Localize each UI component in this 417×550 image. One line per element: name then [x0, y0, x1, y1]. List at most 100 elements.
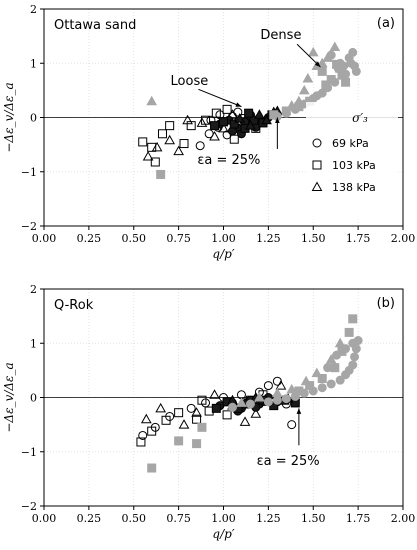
data-point-triangle-hollow — [151, 141, 163, 152]
data-point-square-gray — [348, 314, 358, 324]
annotation-arrowhead — [235, 102, 242, 107]
material-label: Ottawa sand — [54, 18, 136, 33]
y-tick-label: −1 — [21, 446, 37, 459]
data-point-square-hollow — [147, 142, 157, 152]
y-tick-label: 2 — [30, 3, 37, 16]
data-point-square-dark — [244, 108, 254, 118]
data-point-square-gray — [326, 75, 336, 85]
x-tick-label: 0.50 — [122, 512, 147, 525]
data-point-square-hollow — [147, 426, 157, 436]
annotation-bg — [195, 153, 263, 169]
data-point-square-hollow — [138, 137, 148, 147]
data-point-circle-hollow — [272, 376, 282, 386]
panel-tag: (a) — [377, 16, 395, 31]
data-point-square-gray — [330, 363, 340, 373]
data-point-triangle-hollow — [140, 413, 152, 424]
data-point-triangle-gray — [334, 337, 346, 348]
data-point-triangle-dark — [245, 120, 256, 130]
data-point-circle-gray — [227, 402, 237, 412]
data-point-square-hollow — [179, 139, 189, 149]
legend-marker-triangle — [311, 181, 323, 191]
data-point-square-hollow — [150, 157, 160, 167]
x-tick-label: 0.00 — [32, 512, 57, 525]
data-point-circle-gray — [351, 66, 361, 76]
data-point-circle-gray — [317, 383, 327, 393]
annotation-bg — [168, 73, 211, 89]
data-point-triangle-hollow — [164, 134, 176, 145]
data-point-square-hollow — [165, 121, 175, 131]
data-point-square-hollow — [211, 108, 221, 118]
x-tick-label: 0.25 — [77, 512, 102, 525]
data-point-triangle-hollow — [182, 114, 193, 125]
annotation-label: Dense — [260, 28, 301, 43]
data-point-triangle-gray — [298, 84, 310, 95]
data-point-triangle-hollow — [209, 130, 220, 141]
data-point-circle-gray — [326, 379, 336, 389]
y-tick-label: 0 — [30, 392, 37, 405]
data-point-square-hollow — [222, 104, 232, 114]
data-point-circle-hollow — [263, 381, 273, 391]
data-point-triangle-gray — [286, 383, 298, 394]
y-axis-label: −Δε_v/Δε_a — [2, 82, 16, 152]
annotation-arrow — [198, 88, 242, 108]
data-point-square-gray — [321, 80, 331, 90]
data-point-square-gray — [281, 106, 291, 116]
annotation-arrowhead — [275, 117, 280, 124]
data-point-triangle-gray — [325, 354, 337, 364]
data-point-triangle-gray — [329, 41, 341, 51]
legend-entry-label: 138 kPa — [332, 181, 376, 194]
data-point-triangle-gray — [146, 95, 158, 106]
data-point-square-hollow — [174, 408, 184, 418]
material-label: Q-Rok — [54, 298, 94, 313]
data-point-square-gray — [269, 110, 279, 120]
data-point-triangle-gray — [322, 52, 333, 62]
x-tick-label: 1.25 — [256, 512, 281, 525]
data-point-square-hollow — [157, 129, 167, 139]
y-tick-label: 1 — [30, 57, 37, 70]
data-point-triangle-gray — [293, 95, 305, 106]
y-axis-label: −Δε_v/Δε_a — [2, 362, 16, 432]
x-tick-label: 2.00 — [391, 232, 416, 245]
data-point-square-gray — [147, 463, 157, 473]
data-point-square-gray — [197, 422, 207, 432]
x-tick-label: 0.75 — [166, 232, 191, 245]
x-tick-label: 1.00 — [211, 232, 236, 245]
legend-marker-square — [312, 160, 322, 170]
panel-tag: (b) — [377, 296, 395, 311]
data-point-square-gray — [344, 327, 354, 337]
data-point-circle-hollow — [287, 420, 297, 430]
data-point-circle-gray — [312, 91, 322, 101]
data-point-square-gray — [317, 374, 327, 384]
data-point-square-hollow — [197, 395, 207, 405]
data-point-triangle-gray — [254, 391, 265, 402]
data-point-square-gray — [294, 386, 304, 396]
data-point-circle-gray — [346, 58, 356, 68]
x-tick-label: 0.50 — [122, 232, 147, 245]
legend-marker-circle — [312, 138, 322, 148]
data-point-circle-gray — [335, 375, 345, 385]
data-point-square-hollow — [192, 414, 202, 424]
data-point-square-gray — [192, 439, 202, 449]
data-point-square-dark — [229, 119, 239, 129]
data-point-triangle-hollow — [196, 117, 208, 127]
data-point-square-gray — [305, 381, 315, 391]
y-tick-label: 1 — [30, 337, 37, 350]
y-tick-label: −2 — [21, 500, 37, 513]
y-tick-label: 2 — [30, 283, 37, 296]
x-tick-label: 1.75 — [346, 232, 371, 245]
data-point-circle-gray — [348, 338, 358, 348]
data-point-circle-gray — [348, 47, 358, 57]
data-point-square-dark — [210, 121, 220, 131]
data-point-circle-gray — [272, 395, 282, 405]
data-point-square-dark — [219, 117, 228, 127]
y-tick-label: 0 — [30, 112, 37, 125]
data-point-triangle-gray — [311, 367, 323, 378]
legend-title: σ′₃ — [352, 111, 368, 125]
x-tick-label: 2.00 — [391, 512, 416, 525]
legend-entry-label: 103 kPa — [332, 159, 376, 172]
data-point-square-hollow — [222, 410, 232, 420]
data-point-triangle-hollow — [191, 407, 202, 417]
data-point-triangle-hollow — [239, 416, 251, 426]
x-tick-label: 1.50 — [301, 232, 326, 245]
annotation-label: Loose — [171, 74, 209, 89]
